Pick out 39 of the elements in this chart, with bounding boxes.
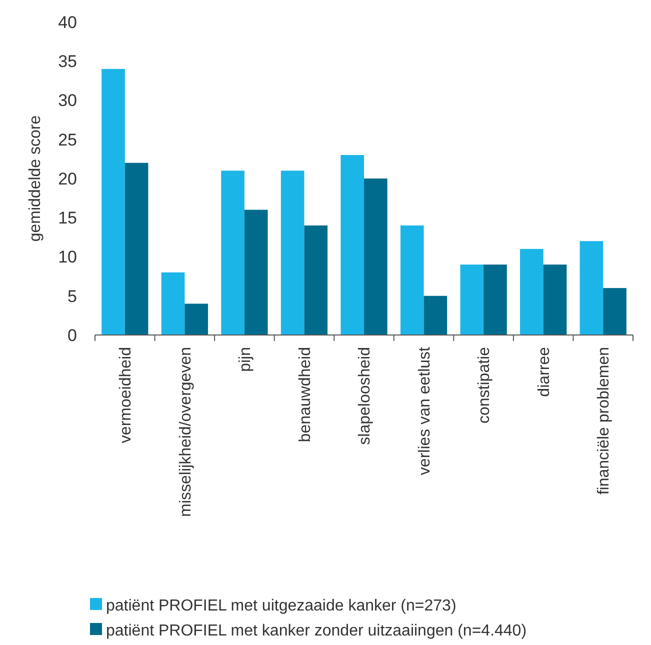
bar [184,304,208,335]
bar [460,264,484,335]
y-tick-label: 35 [58,52,77,72]
x-tick-label: verlies van eetlust [416,346,434,476]
bar [280,170,304,335]
bar [580,241,604,335]
y-tick-label: 30 [58,91,77,110]
x-tick-label: constipatie [476,346,494,424]
y-tick-label: 5 [68,286,77,306]
x-tick-label: vermoeidheid [117,347,134,444]
y-tick-label: 20 [58,169,77,188]
bar [304,225,328,335]
bar [124,162,148,335]
bar [520,248,544,335]
legend-label: patiënt PROFIEL met uitgezaaide kanker (n=273) [106,598,456,615]
y-tick-label: 0 [68,326,77,345]
x-tick-label: financiële problemen [596,347,613,495]
y-tick-label: 10 [58,248,77,267]
y-axis-title: gemiddelde score [27,115,44,242]
y-tick-label: 25 [58,130,77,150]
bar [244,210,268,335]
bar [424,296,448,335]
legend-label: patiënt PROFIEL met kanker zonder uitzaaiingen (n=4.440) [106,622,527,640]
bar [484,264,507,335]
x-tick-label: benauwdheid [296,347,314,442]
x-tick-label: pijn [237,347,254,372]
bar [221,170,244,335]
bar [364,178,388,335]
bar [102,68,125,335]
x-tick-label: slapeloosheid [356,347,374,445]
bar [603,288,626,335]
x-tick-label: diarree [536,346,553,397]
bar [340,155,364,335]
bar [161,272,185,335]
x-tick-label: misselijkheid/overgeven [177,347,194,517]
y-tick-label: 40 [58,12,77,32]
bar [543,264,567,335]
bar [400,225,424,335]
y-tick-label: 15 [58,208,77,228]
